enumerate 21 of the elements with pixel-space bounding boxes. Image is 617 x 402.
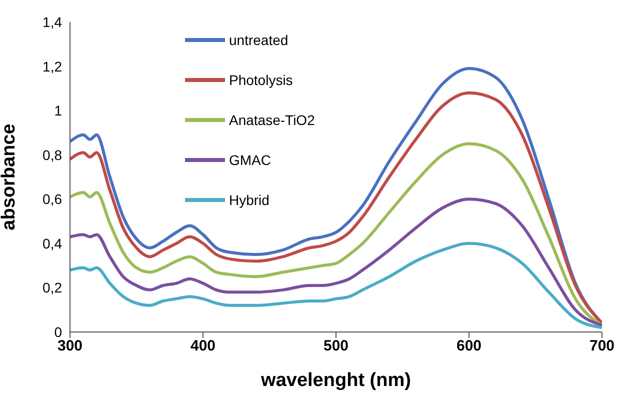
y-tick-label: 1,2 xyxy=(42,58,62,74)
y-tick-label: 1 xyxy=(54,102,62,119)
y-tick-label: 0 xyxy=(54,324,62,340)
y-tick-label: 0,8 xyxy=(42,146,62,163)
legend-label: Hybrid xyxy=(229,192,270,208)
line-series xyxy=(70,242,602,330)
legend-label: GMAC xyxy=(229,152,271,168)
legend-label: Anatase-TiO2 xyxy=(229,112,315,128)
y-tick-label: 0,4 xyxy=(42,235,62,252)
y-tick-label: 0,6 xyxy=(42,191,62,208)
x-tick-label: 400 xyxy=(190,338,216,355)
y-tick-label: 1,4 xyxy=(42,14,62,30)
legend-label: untreated xyxy=(229,32,288,48)
x-tick-label: 700 xyxy=(589,338,615,355)
x-axis-title: wavelenght (nm) xyxy=(260,370,411,391)
legend-label: Photolysis xyxy=(229,72,293,88)
y-tick-label: 0,2 xyxy=(42,280,62,296)
x-tick-label: 300 xyxy=(57,338,83,355)
x-tick-label: 600 xyxy=(456,338,482,355)
x-tick-label: 500 xyxy=(323,338,349,355)
y-axis-title: absorbance xyxy=(0,124,20,230)
